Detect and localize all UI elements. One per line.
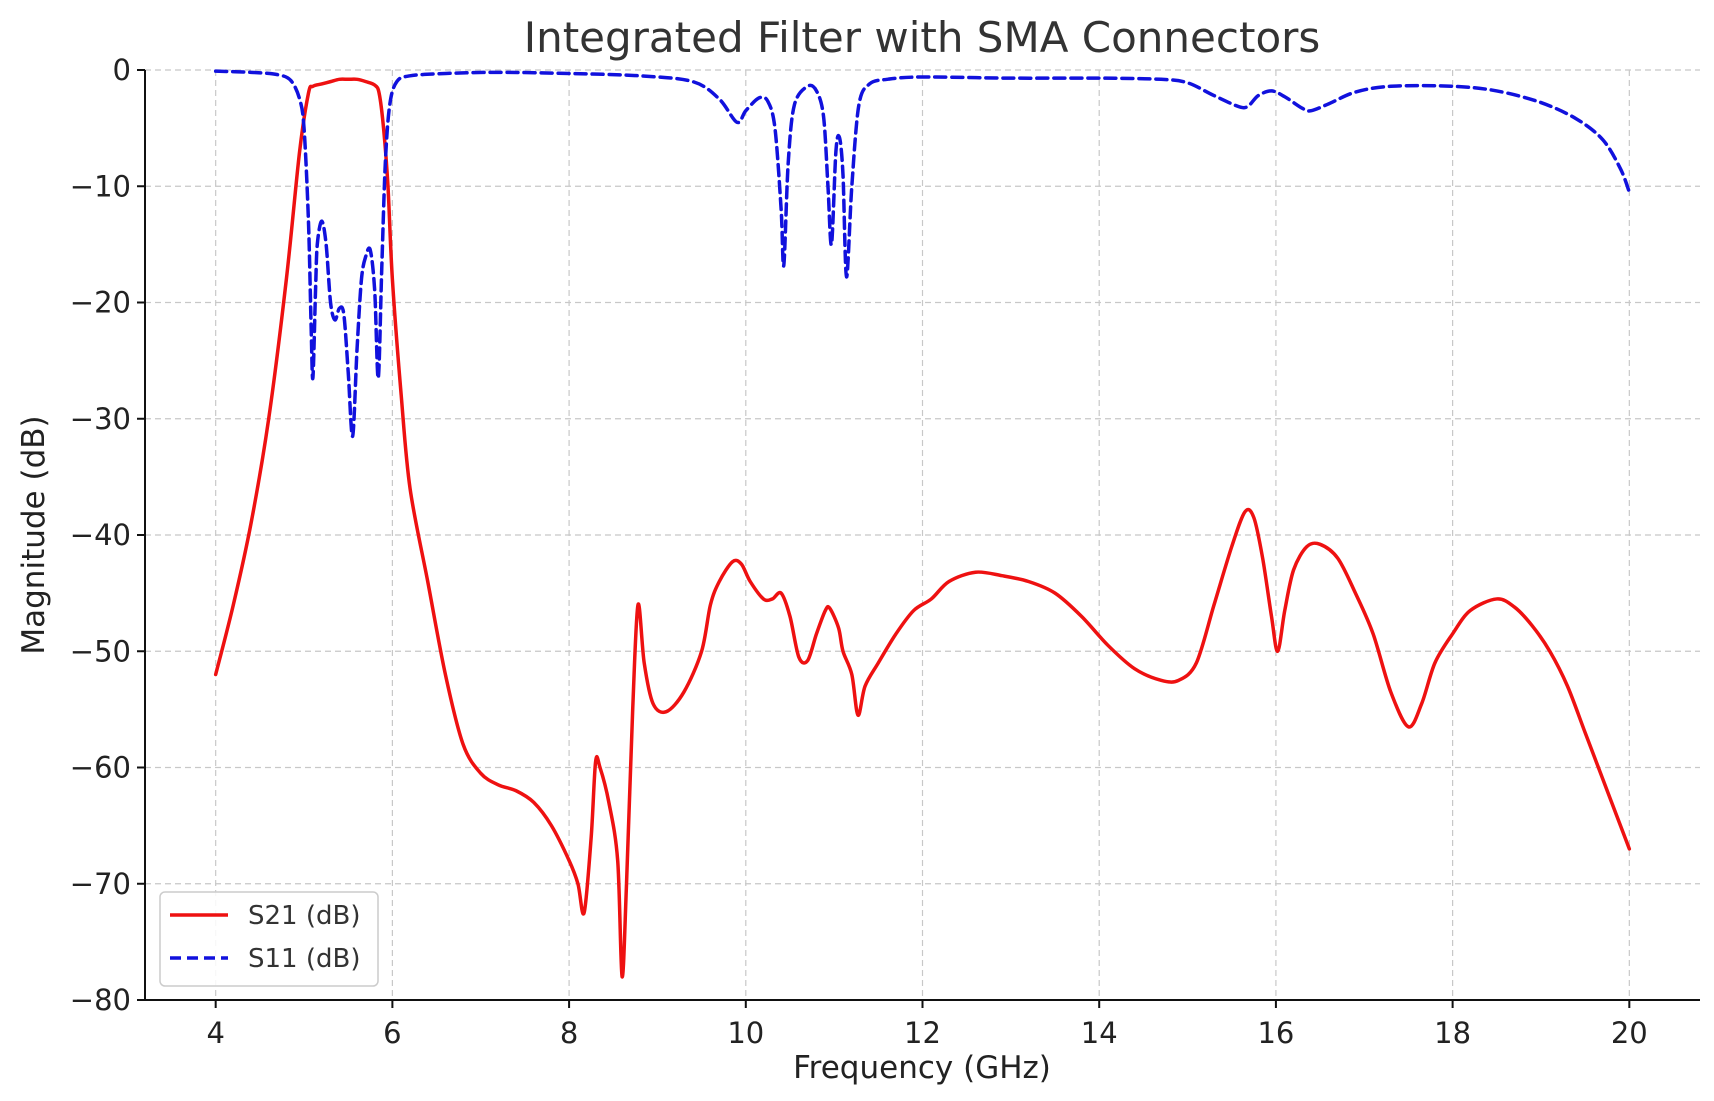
y-tick-label: −10 — [70, 169, 131, 203]
legend-label-s11: S11 (dB) — [248, 944, 360, 974]
y-axis-label: Magnitude (dB) — [16, 415, 52, 654]
x-tick-label: 4 — [206, 1016, 224, 1050]
x-tick-label: 10 — [727, 1016, 764, 1050]
y-tick-label: −80 — [70, 983, 131, 1017]
chart-title: Integrated Filter with SMA Connectors — [524, 13, 1321, 62]
y-tick-label: −60 — [70, 751, 131, 785]
y-tick-label: −70 — [70, 867, 131, 901]
series-line-s11 — [213, 69, 1632, 438]
x-tick-label: 14 — [1081, 1016, 1118, 1050]
series — [213, 69, 1632, 979]
y-tick-label: −50 — [70, 634, 131, 668]
x-tick-label: 6 — [383, 1016, 401, 1050]
series-line-s21 — [213, 77, 1632, 979]
x-tick-label: 12 — [904, 1016, 941, 1050]
y-tick-label: −30 — [70, 402, 131, 436]
x-axis-label: Frequency (GHz) — [793, 1050, 1051, 1086]
x-tick-label: 18 — [1434, 1016, 1471, 1050]
x-tick-label: 16 — [1257, 1016, 1294, 1050]
x-tick-label: 8 — [560, 1016, 578, 1050]
y-tick-label: −20 — [70, 286, 131, 320]
y-tick-label: −40 — [70, 518, 131, 552]
x-tick-label: 20 — [1611, 1016, 1648, 1050]
legend-label-s21: S21 (dB) — [248, 901, 360, 931]
legend: S21 (dB) S11 (dB) — [159, 891, 379, 987]
y-tick-label: 0 — [113, 53, 131, 87]
ticks: 4 6 8 10 12 14 16 18 20 0 −10 −20 −30 −40 −50 −60 −70 −80 — [70, 53, 1648, 1050]
